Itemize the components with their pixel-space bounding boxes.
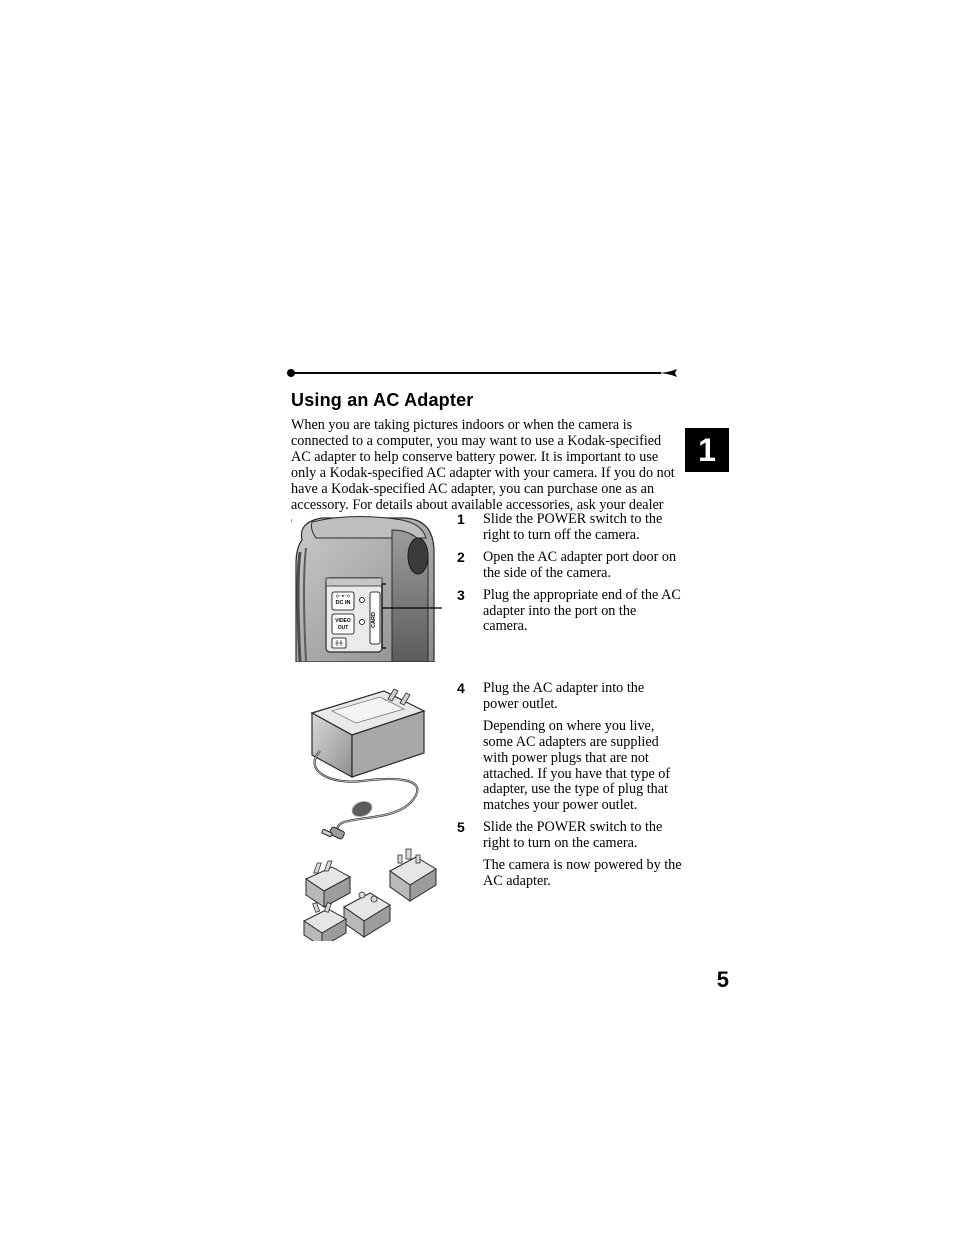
rule-arrow-icon — [657, 366, 681, 380]
figure-ac-adapter-and-plugs — [292, 681, 442, 941]
fig1-label-dcin: DC IN — [336, 600, 351, 606]
step-text: Plug the AC adapter into the power outle… — [483, 681, 682, 713]
steps-list-1: 1 Slide the POWER switch to the right to… — [457, 512, 682, 641]
plug-variant-b-icon — [390, 849, 436, 901]
barrel-plug-icon — [322, 826, 345, 839]
page-number: 5 — [717, 967, 729, 993]
svg-text:◇─●─◇: ◇─●─◇ — [335, 593, 351, 598]
step-number: 3 — [457, 588, 471, 636]
step-item: 3 Plug the appropriate end of the AC ada… — [457, 588, 682, 636]
section-title: Using an AC Adapter — [291, 390, 473, 411]
svg-text:OUT: OUT — [338, 625, 349, 631]
fig1-label-video: VIDEO — [335, 618, 351, 624]
chapter-number-tab: 1 — [685, 428, 729, 472]
manual-page: Using an AC Adapter When you are taking … — [0, 0, 954, 1235]
ferrite-core-icon — [350, 799, 374, 819]
step-text: Slide the POWER switch to the right to t… — [483, 512, 682, 544]
step-number: 5 — [457, 820, 471, 852]
step-text: Plug the appropriate end of the AC adapt… — [483, 588, 682, 636]
figure-camera-port-door: ◇─●─◇ DC IN VIDEO OUT CARD — [292, 512, 442, 662]
step-item: 1 Slide the POWER switch to the right to… — [457, 512, 682, 544]
step-text: Slide the POWER switch to the right to t… — [483, 820, 682, 852]
steps-list-2: 4 Plug the AC adapter into the power out… — [457, 681, 682, 896]
step-subtext: Depending on where you live, some AC ada… — [483, 719, 682, 814]
section-rule — [291, 366, 671, 380]
rule-line — [291, 372, 661, 374]
step-item: 2 Open the AC adapter port door on the s… — [457, 550, 682, 582]
step-number: 1 — [457, 512, 471, 544]
step-text: Open the AC adapter port door on the sid… — [483, 550, 682, 582]
step-subtext: The camera is now powered by the AC adap… — [483, 858, 682, 890]
adapter-brick-icon — [312, 689, 424, 777]
step-item: 5 Slide the POWER switch to the right to… — [457, 820, 682, 852]
fig1-label-card: CARD — [371, 612, 377, 628]
step-number: 2 — [457, 550, 471, 582]
plug-variant-c-icon — [344, 892, 390, 937]
plug-variant-a-icon — [306, 861, 350, 907]
step-item: 4 Plug the AC adapter into the power out… — [457, 681, 682, 713]
step-number: 4 — [457, 681, 471, 713]
plug-variant-d-icon — [304, 903, 346, 941]
